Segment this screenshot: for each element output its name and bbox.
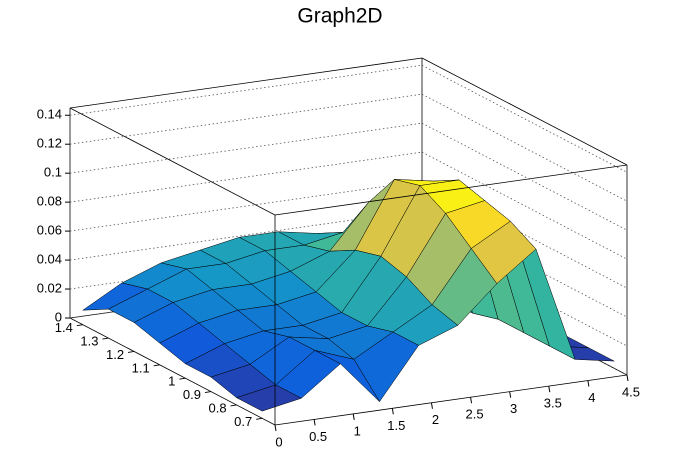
y-tick-label: 1.4 [55,320,73,335]
y-tick [127,350,135,353]
box-edge [69,57,423,109]
grid-line [69,93,423,145]
grid-line [69,64,423,116]
z-tick-label: 0.02 [37,280,62,295]
y-tick-label: 0.8 [208,400,226,415]
x-tick [626,374,629,382]
axis-line [69,317,276,426]
x-tick [352,413,355,420]
grid-line [421,180,628,289]
x-tick-label: 0 [275,434,282,449]
z-tick-label: 0.06 [37,223,62,238]
grid-line [421,122,628,231]
x-tick-label: 0.5 [309,429,327,444]
x-tick-label: 2 [432,412,439,427]
x-tick-label: 3.5 [544,396,562,411]
x-tick-label: 2.5 [466,407,484,422]
z-tick-label: 0 [55,309,62,324]
x-tick-label: 1.5 [387,418,405,433]
y-tick-label: 0.9 [183,387,201,402]
grid-line [421,64,628,173]
grid-line [421,93,628,202]
x-tick-label: 4 [588,390,595,405]
x-tick [470,397,473,404]
z-tick-label: 0.1 [44,165,62,180]
x-tick [587,380,590,387]
y-tick [204,391,212,394]
z-tick-label: 0.12 [37,136,62,151]
x-tick-label: 1 [354,423,361,438]
z-tick-label: 0.04 [37,252,62,267]
x-tick-label: 4.5 [622,384,640,399]
y-tick [76,324,83,327]
box-edge [69,107,276,216]
grid-line [421,151,628,260]
x-tick [509,391,512,398]
z-tick-label: 0.08 [37,194,62,209]
x-tick [313,419,316,426]
x-tick [391,408,394,415]
x-tick [430,402,433,409]
y-tick-label: 1.2 [106,347,124,362]
y-tick-label: 1.3 [80,334,98,349]
y-tick [153,364,160,367]
y-tick [256,417,263,420]
box-edge [274,164,628,216]
grid-line [69,180,423,232]
y-tick [102,337,109,340]
surface-cell [235,384,302,412]
x-tick [274,424,277,432]
y-tick-label: 1 [168,374,175,389]
grid-line [421,209,628,318]
grid-line [69,151,423,203]
box-edge [421,57,628,166]
chart-title: Graph2D [297,5,382,28]
grid-line [69,122,423,174]
y-tick-label: 0.7 [234,414,252,429]
axis-line [274,374,628,426]
x-tick-label: 3 [510,401,517,416]
y-tick-label: 1.1 [132,360,150,375]
z-tick-label: 0.14 [37,107,62,122]
grid-line [421,238,628,347]
x-tick [548,386,551,393]
y-tick [230,404,237,407]
y-tick [179,377,186,380]
